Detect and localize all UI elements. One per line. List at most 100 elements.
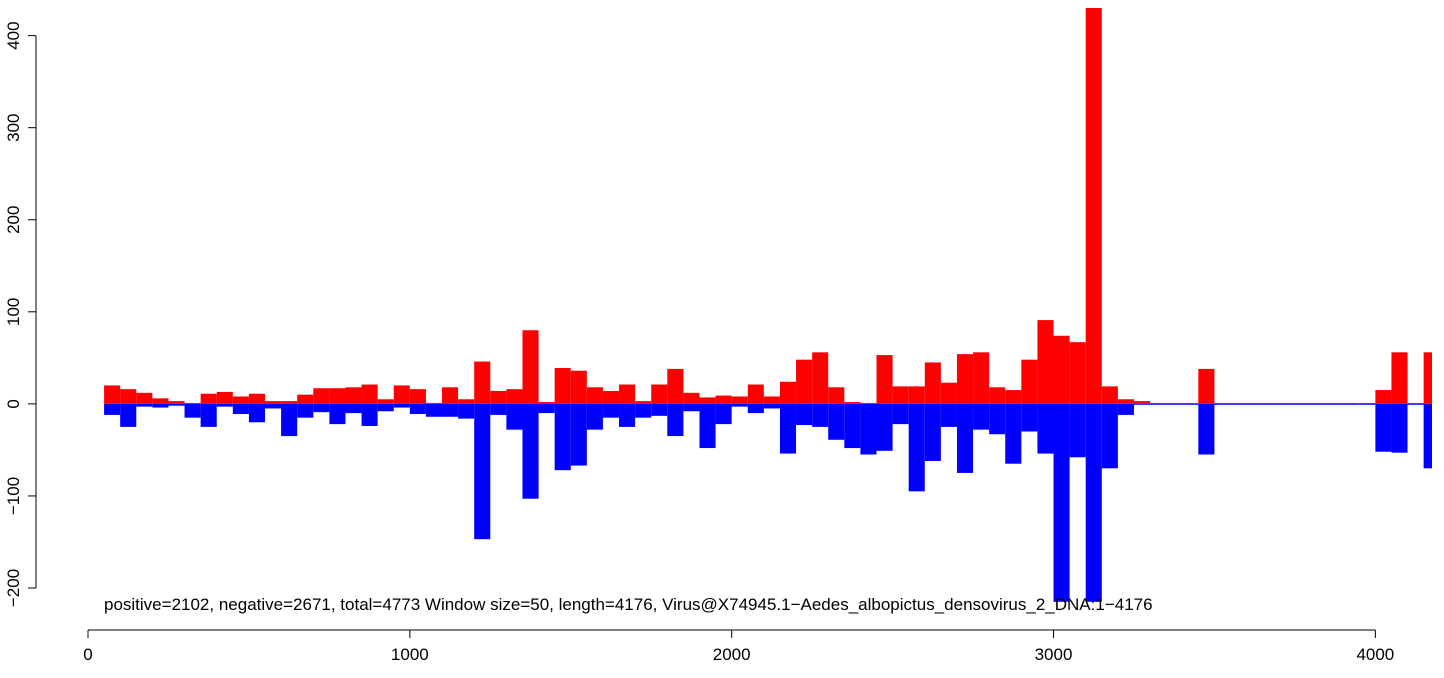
bar-negative-1850	[683, 403, 700, 412]
bar-negative-2400	[860, 403, 877, 455]
bar-negative-1800	[667, 403, 684, 437]
bar-positive-1600	[602, 390, 620, 404]
bar-negative-3150	[1101, 403, 1118, 469]
bar-positive-1700	[635, 401, 652, 404]
y-tick-label: −200	[4, 569, 23, 607]
bar-negative-1700	[635, 403, 652, 418]
bar-positive-850	[361, 384, 378, 404]
bar-positive-3200	[1117, 399, 1134, 404]
bar-positive-350	[200, 393, 217, 404]
bar-positive-1050	[425, 402, 443, 404]
x-tick-label: 4000	[1356, 645, 1394, 664]
bar-negative-2850	[1005, 403, 1022, 464]
bar-positive-2000	[731, 396, 748, 404]
bar-positive-3650	[1262, 402, 1279, 404]
bar-negative-2900	[1021, 403, 1038, 432]
bar-negative-1450	[554, 403, 571, 471]
bar-negative-3800	[1310, 403, 1328, 405]
bar-negative-750	[329, 403, 346, 425]
bar-positive-2300	[828, 387, 845, 404]
bar-negative-1400	[538, 403, 555, 414]
bar-positive-2850	[1005, 390, 1022, 404]
bar-negative-1300	[506, 403, 523, 430]
bar-positive-500	[248, 393, 266, 404]
bar-negative-2300	[828, 403, 845, 440]
bar-negative-4100	[1407, 403, 1424, 405]
bar-negative-3350	[1166, 403, 1183, 405]
bar-negative-1350	[522, 403, 539, 499]
bar-positive-2650	[940, 382, 957, 404]
bar-positive-3550	[1230, 402, 1247, 404]
bar-positive-2950	[1037, 320, 1054, 404]
bar-positive-1150	[458, 399, 475, 404]
bar-negative-200	[152, 403, 169, 408]
bar-positive-150	[136, 392, 153, 404]
bar-negative-3900	[1343, 403, 1360, 405]
bar-negative-400	[216, 403, 233, 407]
bar-positive-3100	[1085, 8, 1102, 404]
bar-positive-750	[329, 388, 346, 404]
bar-positive-1950	[715, 395, 732, 404]
bar-positive-3250	[1133, 401, 1151, 404]
bar-negative-2750	[973, 403, 990, 430]
x-tick-label: 3000	[1035, 645, 1073, 664]
bar-positive-3500	[1214, 402, 1231, 404]
bar-negative-1000	[409, 403, 426, 414]
bar-negative-3750	[1294, 403, 1311, 405]
x-axis: 0 1000 2000 3000 4000	[83, 629, 1394, 664]
bar-positive-250	[168, 401, 185, 404]
bar-negative-1500	[570, 403, 587, 466]
bar-positive-1750	[651, 384, 668, 404]
bar-positive-1200	[474, 361, 491, 404]
bar-positive-3150	[1101, 386, 1118, 404]
bar-negative-1600	[602, 403, 620, 418]
bar-negative-1050	[425, 403, 443, 417]
bar-negative-2450	[876, 403, 893, 451]
bar-negative-150	[136, 403, 153, 407]
bar-positive-3850	[1327, 402, 1344, 404]
bar-positive-2900	[1021, 359, 1038, 404]
bar-positive-2700	[956, 354, 974, 404]
bar-negative-700	[313, 403, 330, 413]
bar-negative-2250	[812, 403, 829, 427]
y-axis: −200 −100 0 100 200 300 400	[4, 21, 37, 607]
bar-negative-1900	[699, 403, 716, 449]
bar-negative-3500	[1214, 403, 1231, 405]
bar-positive-2600	[924, 362, 941, 404]
bar-positive-900	[377, 399, 394, 404]
bar-positive-1450	[554, 367, 571, 404]
bar-negative-950	[393, 403, 410, 408]
bar-negative-2550	[908, 403, 925, 492]
bar-negative-3550	[1230, 403, 1247, 405]
bar-positive-1850	[683, 392, 700, 404]
bar-negative-650	[297, 403, 314, 418]
y-tick-label: 100	[4, 298, 23, 326]
bar-negative-50	[104, 403, 121, 415]
bar-negative-2050	[747, 403, 764, 414]
bar-positive-1100	[442, 387, 459, 404]
bar-negative-3700	[1278, 403, 1295, 405]
bar-negative-1250	[490, 403, 507, 415]
bar-negative-4000	[1375, 403, 1392, 452]
bar-positive-100	[120, 389, 137, 404]
y-tick-label: 200	[4, 206, 23, 234]
bar-negative-100	[120, 403, 137, 427]
bar-positive-1000	[409, 389, 426, 404]
bar-negative-2200	[796, 403, 813, 426]
bar-positive-3400	[1182, 402, 1199, 404]
bar-negative-1200	[474, 403, 491, 540]
bar-negative-3450	[1198, 403, 1215, 455]
bar-negative-2500	[892, 403, 909, 425]
bar-negative-450	[232, 403, 249, 414]
bar-negative-500	[248, 403, 266, 423]
bar-negative-2150	[779, 403, 797, 454]
bar-negative-3250	[1133, 403, 1151, 405]
y-tick-label: −100	[4, 477, 23, 515]
bar-positive-950	[393, 385, 410, 404]
bar-negative-2650	[940, 403, 957, 427]
bar-positive-4150	[1423, 352, 1432, 404]
bar-negative-300	[184, 403, 201, 418]
summary-annotation: positive=2102, negative=2671, total=4773…	[104, 595, 1153, 614]
bar-negative-3950	[1359, 403, 1376, 405]
bar-positive-4100	[1407, 402, 1424, 404]
